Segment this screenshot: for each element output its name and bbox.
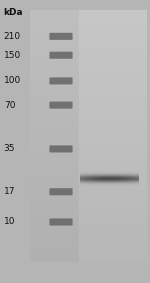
Text: 70: 70 [4,101,15,110]
Text: 10: 10 [4,217,15,226]
Text: kDa: kDa [4,8,23,17]
FancyBboxPatch shape [49,218,73,226]
FancyBboxPatch shape [49,102,73,109]
FancyBboxPatch shape [49,52,73,59]
FancyBboxPatch shape [49,78,73,84]
FancyBboxPatch shape [49,145,73,153]
Text: 100: 100 [4,76,21,85]
Text: 150: 150 [4,51,21,60]
Text: 210: 210 [4,32,21,41]
Text: 35: 35 [4,144,15,153]
Text: 17: 17 [4,187,15,196]
FancyBboxPatch shape [49,188,73,195]
FancyBboxPatch shape [49,33,73,40]
